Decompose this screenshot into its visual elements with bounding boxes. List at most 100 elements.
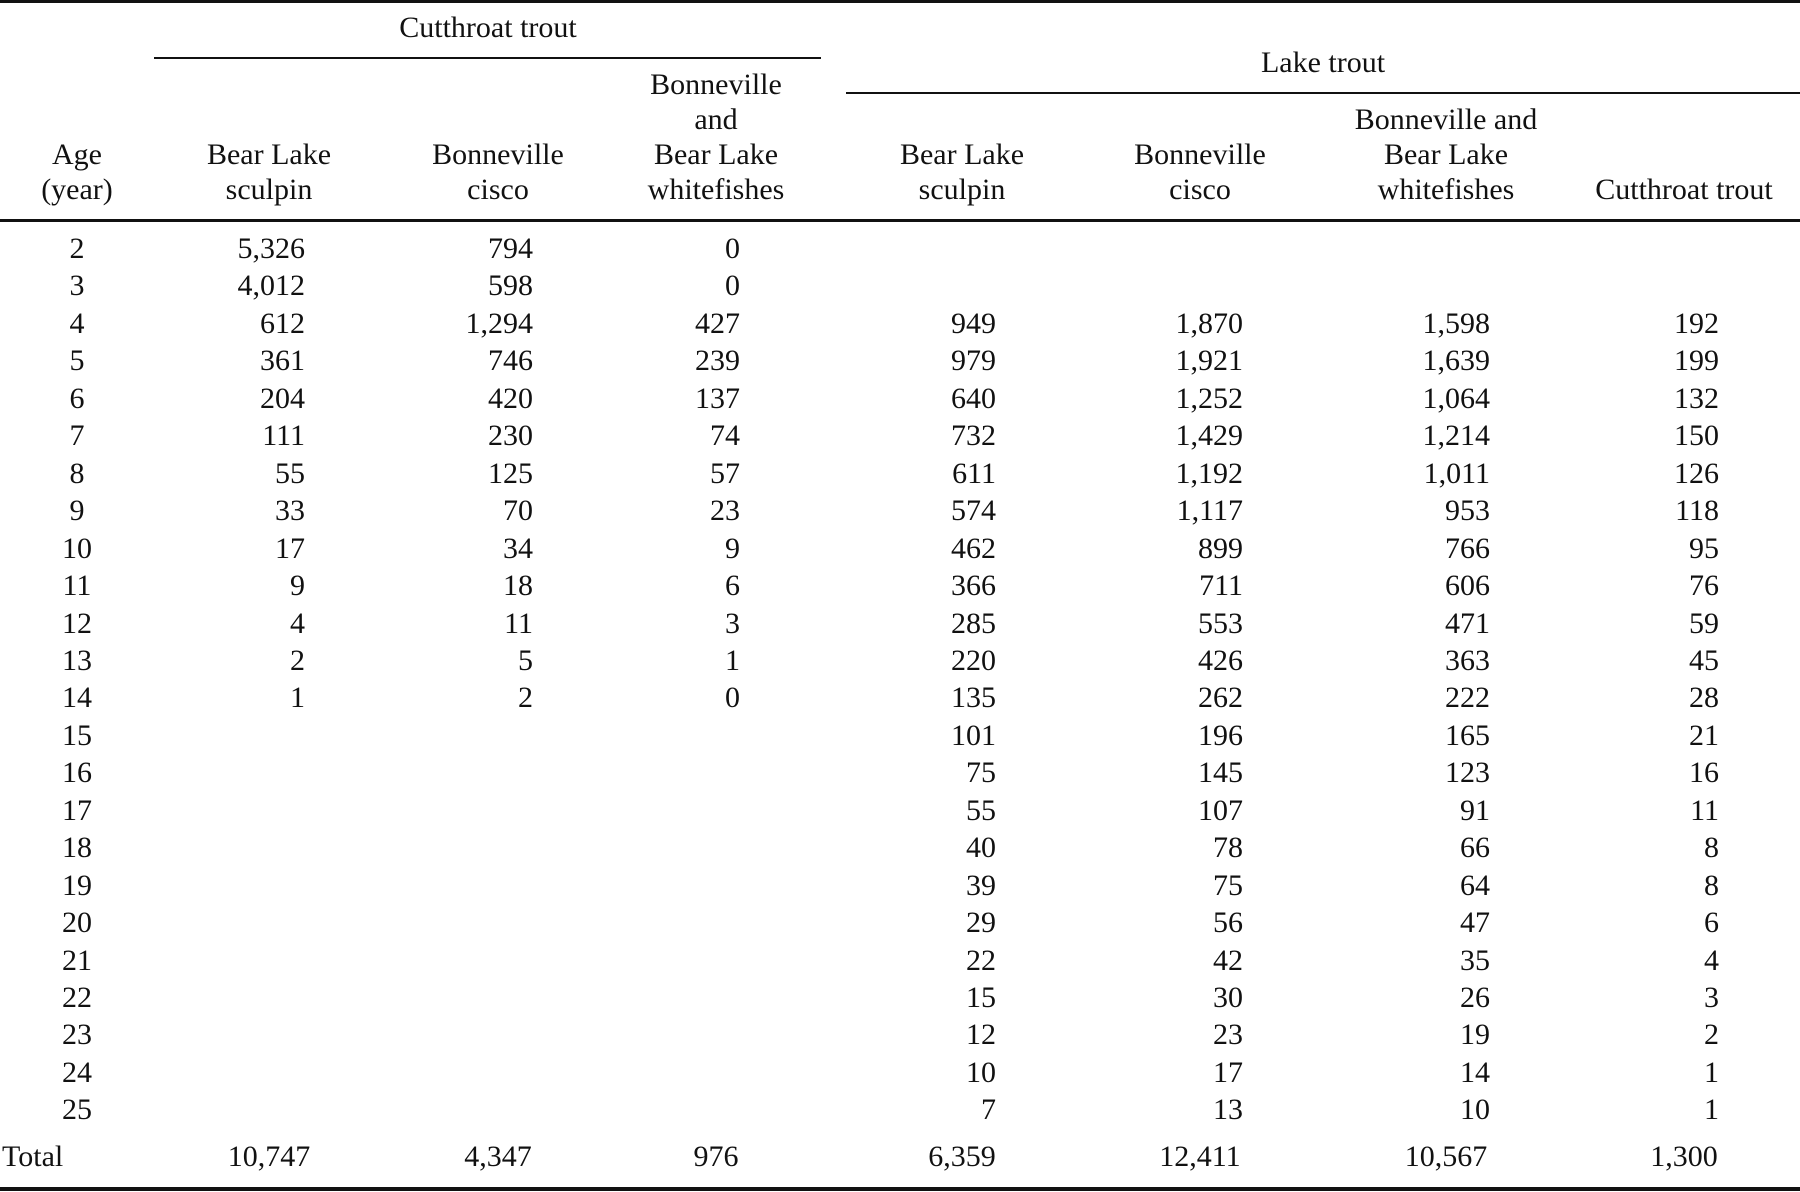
cell-age: 19: [62, 869, 92, 902]
cell-lt-sculpin: 101: [951, 719, 996, 752]
cell-lt-trout: 126: [1674, 457, 1719, 490]
cell-lt-cisco: 1,870: [1175, 307, 1244, 340]
cell-lt-cisco: 1,429: [1175, 419, 1244, 452]
cell-lt-cisco: 553: [1198, 607, 1243, 640]
cell-ct-sculpin: 1: [290, 681, 305, 714]
cell-lt-white: 10,567: [1404, 1140, 1488, 1173]
cell-lt-trout: 8: [1704, 831, 1719, 864]
cell-ct-cisco: 794: [488, 232, 533, 265]
cell-ct-white: 3: [725, 607, 740, 640]
cell-lt-cisco: 12,411: [1159, 1140, 1241, 1173]
cell-age: 2: [69, 232, 85, 265]
cell-ct-sculpin: 2: [290, 644, 305, 677]
cell-lt-trout: 11: [1690, 794, 1719, 827]
cell-lt-white: 47: [1460, 906, 1490, 939]
col-header-ct-white-line-4: whitefishes: [647, 173, 785, 206]
cell-ct-cisco: 5: [518, 644, 533, 677]
cell-lt-sculpin: 220: [951, 644, 996, 677]
cell-lt-white: 1,064: [1422, 382, 1491, 415]
col-header-age-line-1: Age: [52, 138, 102, 171]
cell-lt-sculpin: 640: [951, 382, 996, 415]
cutthroat-group-rule: [154, 57, 821, 59]
cell-ct-white: 137: [695, 382, 740, 415]
cell-ct-sculpin: 361: [260, 344, 305, 377]
cell-ct-cisco: 34: [503, 532, 533, 565]
cell-ct-cisco: 4,347: [464, 1140, 532, 1173]
cell-age: 17: [62, 794, 92, 827]
group-header-lake-trout: Lake trout: [1260, 46, 1386, 79]
cell-lt-cisco: 1,921: [1175, 344, 1244, 377]
cell-age: 3: [69, 269, 85, 302]
cell-lt-sculpin: 29: [966, 906, 996, 939]
cell-lt-sculpin: 611: [952, 457, 996, 490]
cell-age: 5: [69, 344, 85, 377]
cell-lt-white: 66: [1460, 831, 1490, 864]
cell-lt-trout: 192: [1674, 307, 1719, 340]
cell-lt-cisco: 196: [1198, 719, 1243, 752]
cell-ct-white: 1: [725, 644, 740, 677]
cell-lt-white: 606: [1445, 569, 1490, 602]
cell-lt-cisco: 1,192: [1175, 457, 1244, 490]
cell-age: 12: [62, 607, 92, 640]
cell-lt-sculpin: 732: [951, 419, 996, 452]
cell-lt-sculpin: 12: [966, 1018, 996, 1051]
cell-age: 10: [62, 532, 92, 565]
cell-ct-white: 9: [725, 532, 740, 565]
cell-lt-trout: 2: [1704, 1018, 1719, 1051]
col-header-lt-white-line-2: Bear Lake: [1383, 138, 1509, 171]
cell-lt-trout: 21: [1689, 719, 1719, 752]
cell-lt-sculpin: 979: [951, 344, 996, 377]
cell-ct-cisco: 598: [488, 269, 533, 302]
cell-age: 6: [69, 382, 85, 415]
cell-age: 9: [69, 494, 85, 527]
col-header-ct-sculpin-line-1: Bear Lake: [206, 138, 332, 171]
cell-lt-trout: 28: [1689, 681, 1719, 714]
cell-lt-sculpin: 55: [966, 794, 996, 827]
cell-lt-trout: 1,300: [1650, 1140, 1718, 1173]
cell-lt-cisco: 78: [1213, 831, 1243, 864]
cell-lt-cisco: 23: [1213, 1018, 1243, 1051]
cell-lt-sculpin: 7: [981, 1093, 996, 1126]
cell-age: 4: [69, 307, 85, 340]
cell-lt-cisco: 30: [1213, 981, 1243, 1014]
cell-lt-cisco: 13: [1213, 1093, 1243, 1126]
cell-ct-sculpin: 4,012: [237, 269, 306, 302]
col-header-ct-cisco-line-2: cisco: [467, 173, 529, 206]
cell-lt-cisco: 262: [1198, 681, 1243, 714]
cell-age: 8: [69, 457, 85, 490]
cell-ct-sculpin: 5,326: [237, 232, 306, 265]
cell-lt-trout: 16: [1689, 756, 1719, 789]
cell-age: 23: [62, 1018, 92, 1051]
cell-age: Total: [2, 1140, 64, 1173]
cell-ct-cisco: 230: [488, 419, 533, 452]
cell-lt-trout: 95: [1689, 532, 1719, 565]
cell-lt-white: 14: [1460, 1056, 1490, 1089]
cell-lt-white: 363: [1445, 644, 1490, 677]
cell-lt-cisco: 1,252: [1175, 382, 1244, 415]
cell-lt-sculpin: 462: [951, 532, 996, 565]
group-header-cutthroat: Cutthroat trout: [399, 11, 577, 44]
col-header-lt-sculpin-line-2: sculpin: [918, 173, 1006, 206]
cell-lt-trout: 150: [1674, 419, 1719, 452]
cell-lt-white: 64: [1460, 869, 1490, 902]
cell-lt-white: 1,214: [1422, 419, 1491, 452]
cell-ct-sculpin: 55: [275, 457, 305, 490]
cell-age: 15: [62, 719, 92, 752]
cell-age: 20: [62, 906, 92, 939]
cell-age: 13: [62, 644, 92, 677]
cell-lt-sculpin: 6,359: [928, 1140, 996, 1173]
cell-ct-cisco: 1,294: [465, 307, 534, 340]
col-header-lt-sculpin-line-1: Bear Lake: [899, 138, 1025, 171]
col-header-ct-cisco-line-1: Bonneville: [432, 138, 564, 171]
cell-ct-white: 976: [693, 1140, 739, 1173]
cell-ct-sculpin: 111: [262, 419, 305, 452]
cell-ct-white: 0: [725, 681, 740, 714]
cell-lt-white: 26: [1460, 981, 1490, 1014]
cell-lt-white: 19: [1460, 1018, 1490, 1051]
cell-age: 24: [62, 1056, 92, 1089]
cell-ct-cisco: 18: [503, 569, 533, 602]
cell-lt-sculpin: 40: [966, 831, 996, 864]
cell-lt-white: 91: [1460, 794, 1490, 827]
cell-lt-trout: 3: [1704, 981, 1719, 1014]
cell-lt-white: 35: [1460, 944, 1490, 977]
